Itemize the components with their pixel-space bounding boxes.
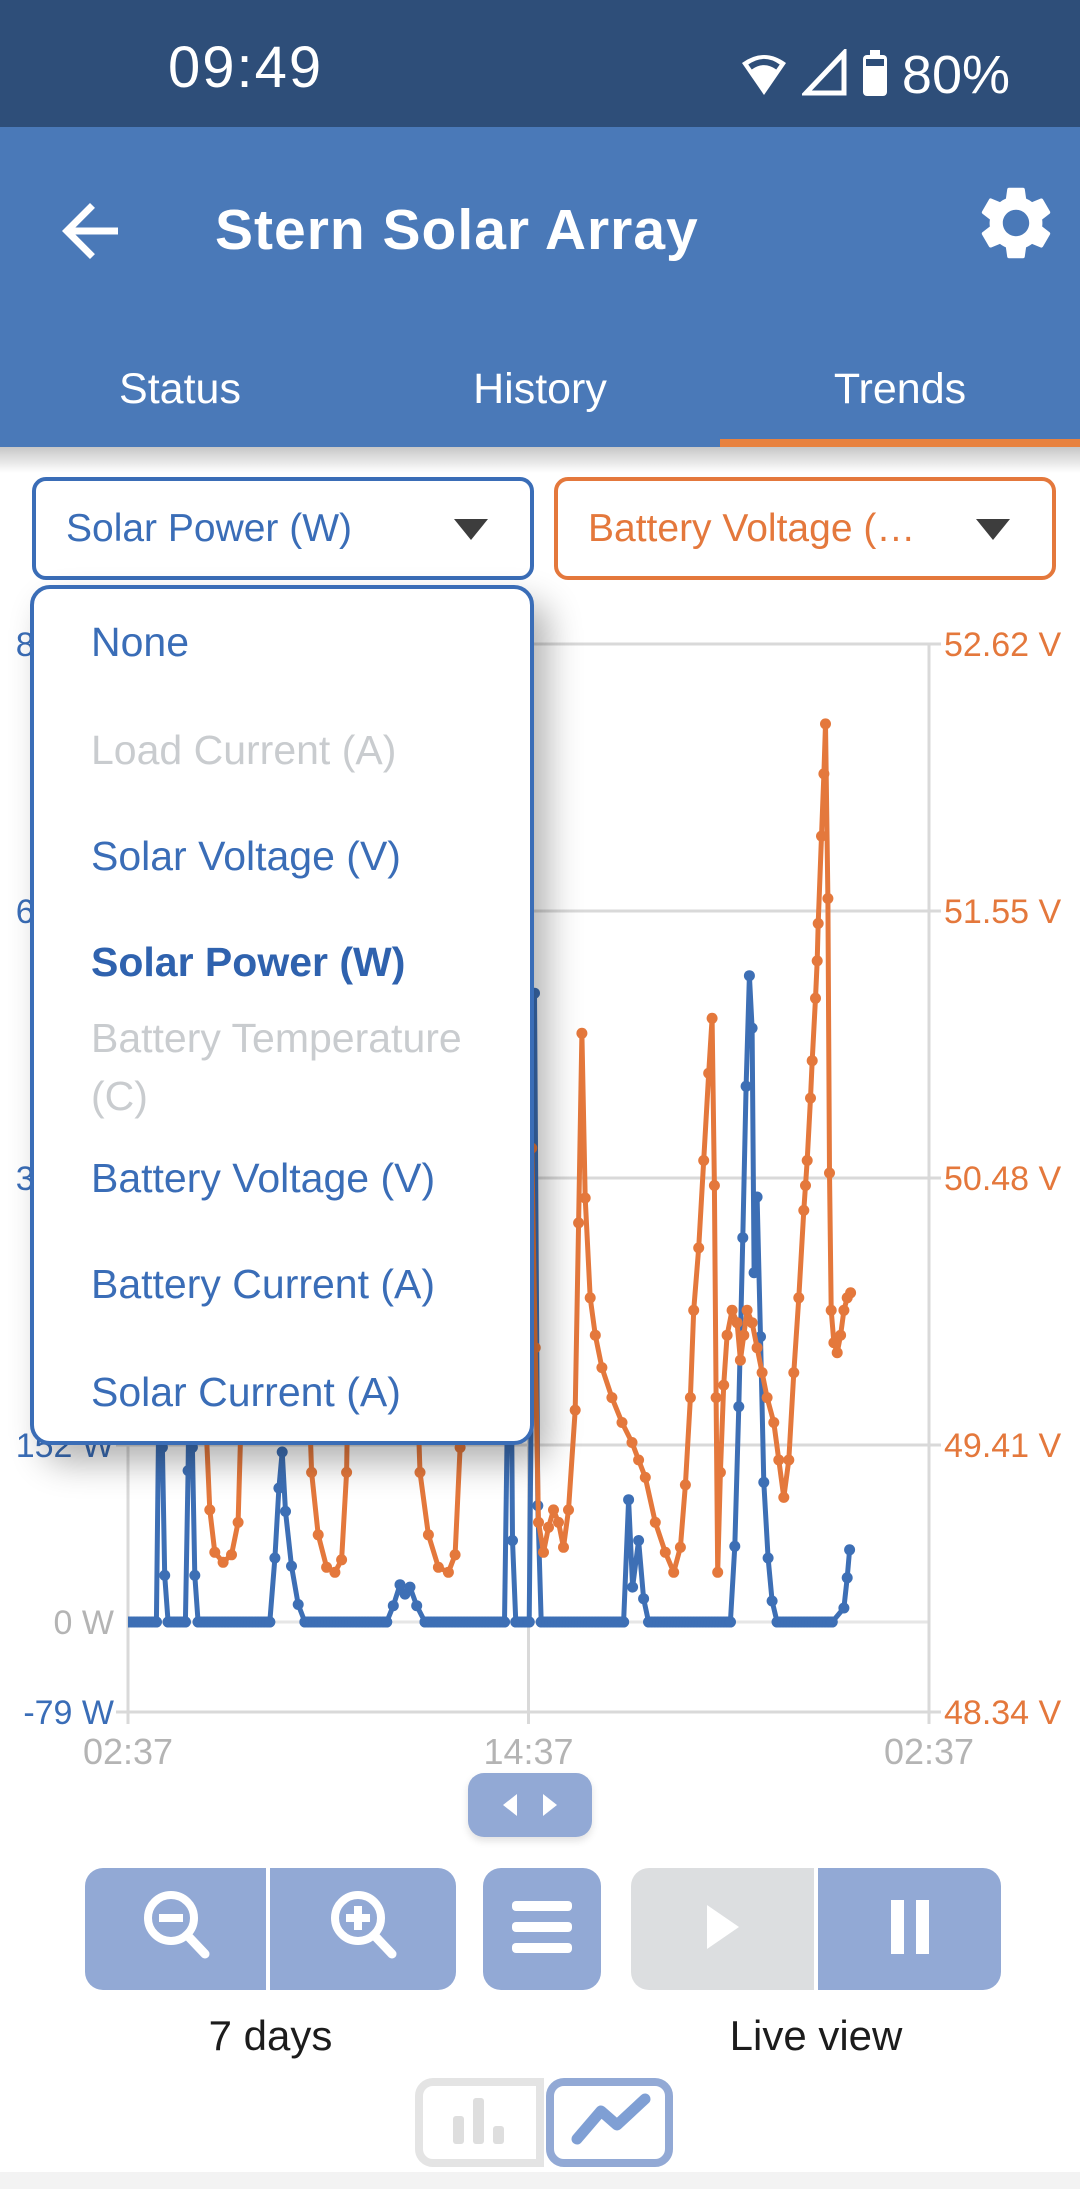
svg-text:48.34 V: 48.34 V bbox=[944, 1694, 1062, 1732]
wifi-icon bbox=[740, 49, 788, 102]
menu-item-battery-current-a[interactable]: Battery Current (A) bbox=[91, 1261, 436, 1307]
clock: 09:49 bbox=[168, 35, 324, 100]
back-button[interactable] bbox=[48, 189, 132, 273]
menu-item-solar-current-a[interactable]: Solar Current (A) bbox=[91, 1369, 401, 1415]
svg-text:0 W: 0 W bbox=[54, 1604, 114, 1642]
menu-item-none[interactable]: None bbox=[91, 619, 190, 665]
tab-status[interactable]: Status bbox=[119, 365, 241, 413]
dropdown-menu: None Load Current (A) Solar Voltage (V) Sol… bbox=[30, 585, 534, 1445]
app-bar: Stern Solar Array Status History Trends bbox=[0, 127, 1080, 447]
chevron-down-icon bbox=[454, 519, 488, 540]
play-button bbox=[631, 1868, 814, 1990]
status-bar: 09:49 80% bbox=[0, 0, 1080, 127]
tab-bar: Status History Trends bbox=[0, 339, 1080, 439]
play-icon bbox=[703, 1903, 743, 1956]
pan-right-icon bbox=[543, 1794, 557, 1816]
bar-chart-icon bbox=[447, 2094, 513, 2151]
tab-trends[interactable]: Trends bbox=[833, 365, 967, 413]
line-chart-toggle[interactable] bbox=[546, 2078, 673, 2167]
pause-button[interactable] bbox=[818, 1868, 1001, 1990]
zoom-in-icon bbox=[320, 1884, 406, 1975]
menu-item-solar-power-w[interactable]: Solar Power (W) bbox=[91, 939, 406, 985]
secondary-series-label: Battery Voltage (… bbox=[588, 506, 916, 550]
hamburger-menu-icon bbox=[510, 1897, 574, 1962]
svg-text:49.41 V: 49.41 V bbox=[944, 1427, 1062, 1465]
battery-icon bbox=[862, 49, 888, 101]
zoom-out-button[interactable] bbox=[85, 1868, 266, 1990]
battery-percent: 80% bbox=[901, 45, 1010, 105]
line-chart-icon bbox=[565, 2091, 655, 2154]
svg-text:52.62 V: 52.62 V bbox=[944, 626, 1062, 664]
appbar-shadow bbox=[0, 447, 1080, 473]
primary-series-label: Solar Power (W) bbox=[66, 506, 353, 550]
zoom-range-label: 7 days bbox=[208, 2012, 333, 2059]
svg-text:02:37: 02:37 bbox=[83, 1731, 173, 1772]
svg-text:14:37: 14:37 bbox=[483, 1731, 573, 1772]
svg-text:-79 W: -79 W bbox=[23, 1694, 114, 1732]
chevron-down-icon bbox=[976, 519, 1010, 540]
menu-item-battery-voltage-v[interactable]: Battery Voltage (V) bbox=[91, 1155, 436, 1201]
gear-icon[interactable] bbox=[972, 179, 1060, 267]
svg-text:51.55 V: 51.55 V bbox=[944, 893, 1062, 931]
tab-history[interactable]: History bbox=[473, 365, 607, 413]
svg-text:50.48 V: 50.48 V bbox=[944, 1160, 1062, 1198]
page-title: Stern Solar Array bbox=[215, 198, 699, 262]
chart-options-button[interactable] bbox=[483, 1868, 601, 1990]
live-view-label: Live view bbox=[729, 2012, 903, 2059]
menu-item-battery-temperature-c: Battery Temperature (C) bbox=[91, 1015, 462, 1119]
primary-series-dropdown[interactable]: Solar Power (W) bbox=[32, 477, 534, 580]
active-tab-underline bbox=[720, 439, 1080, 447]
pan-handle[interactable] bbox=[468, 1773, 592, 1837]
menu-item-load-current-a: Load Current (A) bbox=[91, 727, 397, 773]
zoom-out-icon bbox=[133, 1884, 219, 1975]
zoom-in-button[interactable] bbox=[270, 1868, 456, 1990]
bottom-strip bbox=[0, 2172, 1080, 2189]
menu-item-solar-voltage-v[interactable]: Solar Voltage (V) bbox=[91, 833, 401, 879]
pause-icon bbox=[887, 1898, 933, 1961]
cell-signal-icon bbox=[800, 46, 848, 102]
svg-text:02:37: 02:37 bbox=[884, 1731, 974, 1772]
bar-chart-toggle[interactable] bbox=[415, 2078, 544, 2167]
pan-left-icon bbox=[503, 1794, 517, 1816]
secondary-series-dropdown[interactable]: Battery Voltage (… bbox=[554, 477, 1056, 580]
